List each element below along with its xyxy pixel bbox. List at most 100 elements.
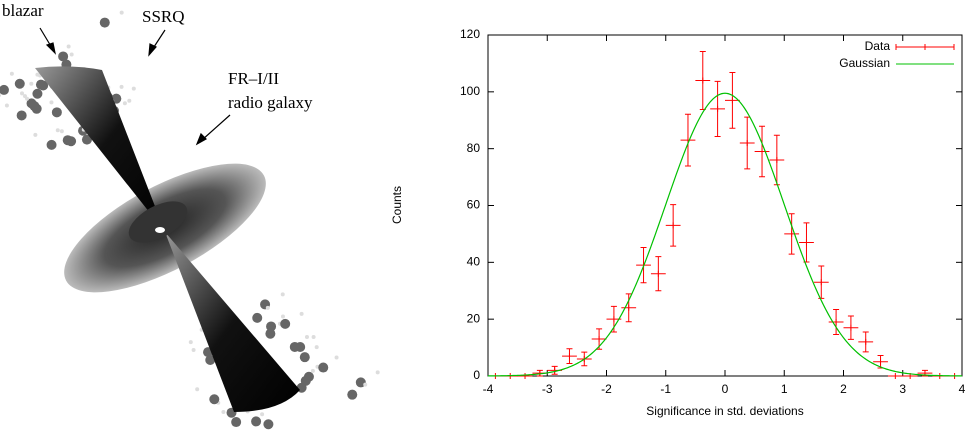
cloud-faint [127,99,131,103]
cloud [347,390,357,400]
cloud [209,394,219,404]
cloud-faint [192,348,196,352]
cloud-faint [5,103,9,107]
cloud [251,416,261,426]
data-point [858,339,873,345]
cloud [0,85,9,95]
data-point [562,353,577,359]
y-tick-label: 0 [473,368,480,382]
arrow-head [197,134,206,144]
cloud-faint [305,335,309,339]
cloud-faint [195,387,199,391]
data-point [710,106,725,112]
label-blazar: blazar [2,1,44,20]
cloud-faint [49,100,53,104]
x-tick-label: 2 [840,382,847,396]
cloud-faint [67,44,71,48]
cloud-faint [300,312,304,316]
nucleus [155,227,165,233]
cloud-faint [335,356,339,360]
cloud-faint [312,335,316,339]
cloud [47,140,57,150]
cloud [52,107,62,117]
cloud-faint [132,87,136,91]
cloud-faint [189,340,193,344]
agn-diagram: blazar SSRQ FR–I/II radio galaxy [0,1,380,429]
legend-label: Gaussian [839,56,890,70]
y-tick-label: 20 [467,311,481,325]
data-point [518,373,533,379]
legend-label: Data [865,39,891,53]
cloud [100,18,110,28]
data-point [814,279,829,285]
data-point [784,231,799,237]
cloud [32,89,42,99]
cloud [17,110,27,120]
arrow [202,115,230,140]
cloud [301,376,311,386]
cloud-faint [120,11,124,15]
cloud-faint [29,82,33,86]
cloud-faint [123,101,127,105]
jet-upper [35,66,165,232]
data-point [873,359,888,365]
data-point [844,325,859,331]
y-axis-label: Counts [390,186,404,224]
x-tick-label: -3 [542,382,553,396]
cloud [15,79,25,89]
cloud-faint [120,85,124,89]
cloud-faint [281,292,285,296]
cloud-faint [35,73,39,77]
cloud-faint [311,369,315,373]
cloud-faint [33,133,37,137]
cloud-faint [266,306,270,310]
arrow-head [47,43,55,53]
cloud-faint [20,91,24,95]
data-point [666,222,681,228]
y-tick-label: 40 [467,255,481,269]
x-tick-label: 0 [722,382,729,396]
cloud-faint [260,412,264,416]
cloud [300,352,310,362]
x-tick-label: 1 [781,382,788,396]
data-point [651,271,666,277]
y-tick-label: 80 [467,141,481,155]
cloud [266,321,276,331]
cloud-faint [363,383,367,387]
cloud-faint [281,314,285,318]
cloud-faint [70,53,74,57]
cloud [252,313,262,323]
cloud-faint [23,94,27,98]
data-point [740,140,755,146]
cloud [318,363,328,373]
x-axis-label: Significance in std. deviations [646,404,803,418]
cloud-faint [60,129,64,133]
legend-swatch [896,44,954,50]
x-tick-label: -4 [483,382,494,396]
x-tick-label: 3 [899,382,906,396]
cloud [63,135,73,145]
gaussian-curve [488,93,962,376]
x-tick-label: -2 [601,382,612,396]
cloud [263,419,273,429]
cloud-faint [10,72,14,76]
cloud [36,80,46,90]
cloud-faint [221,410,225,414]
cloud-faint [56,128,60,132]
x-tick-label: -1 [660,382,671,396]
y-tick-label: 60 [467,198,481,212]
cloud-faint [376,370,380,374]
cloud [295,342,305,352]
y-tick-label: 100 [460,84,480,98]
label-fr: FR–I/II [228,69,279,88]
plot-frame [488,35,962,376]
x-tick-label: 4 [959,382,966,396]
cloud [231,417,241,427]
data-point [695,77,710,83]
cloud [280,319,290,329]
data-point [769,157,784,163]
chart: Counts Significance in std. deviations -… [390,27,965,418]
label-radio-galaxy: radio galaxy [228,93,313,112]
